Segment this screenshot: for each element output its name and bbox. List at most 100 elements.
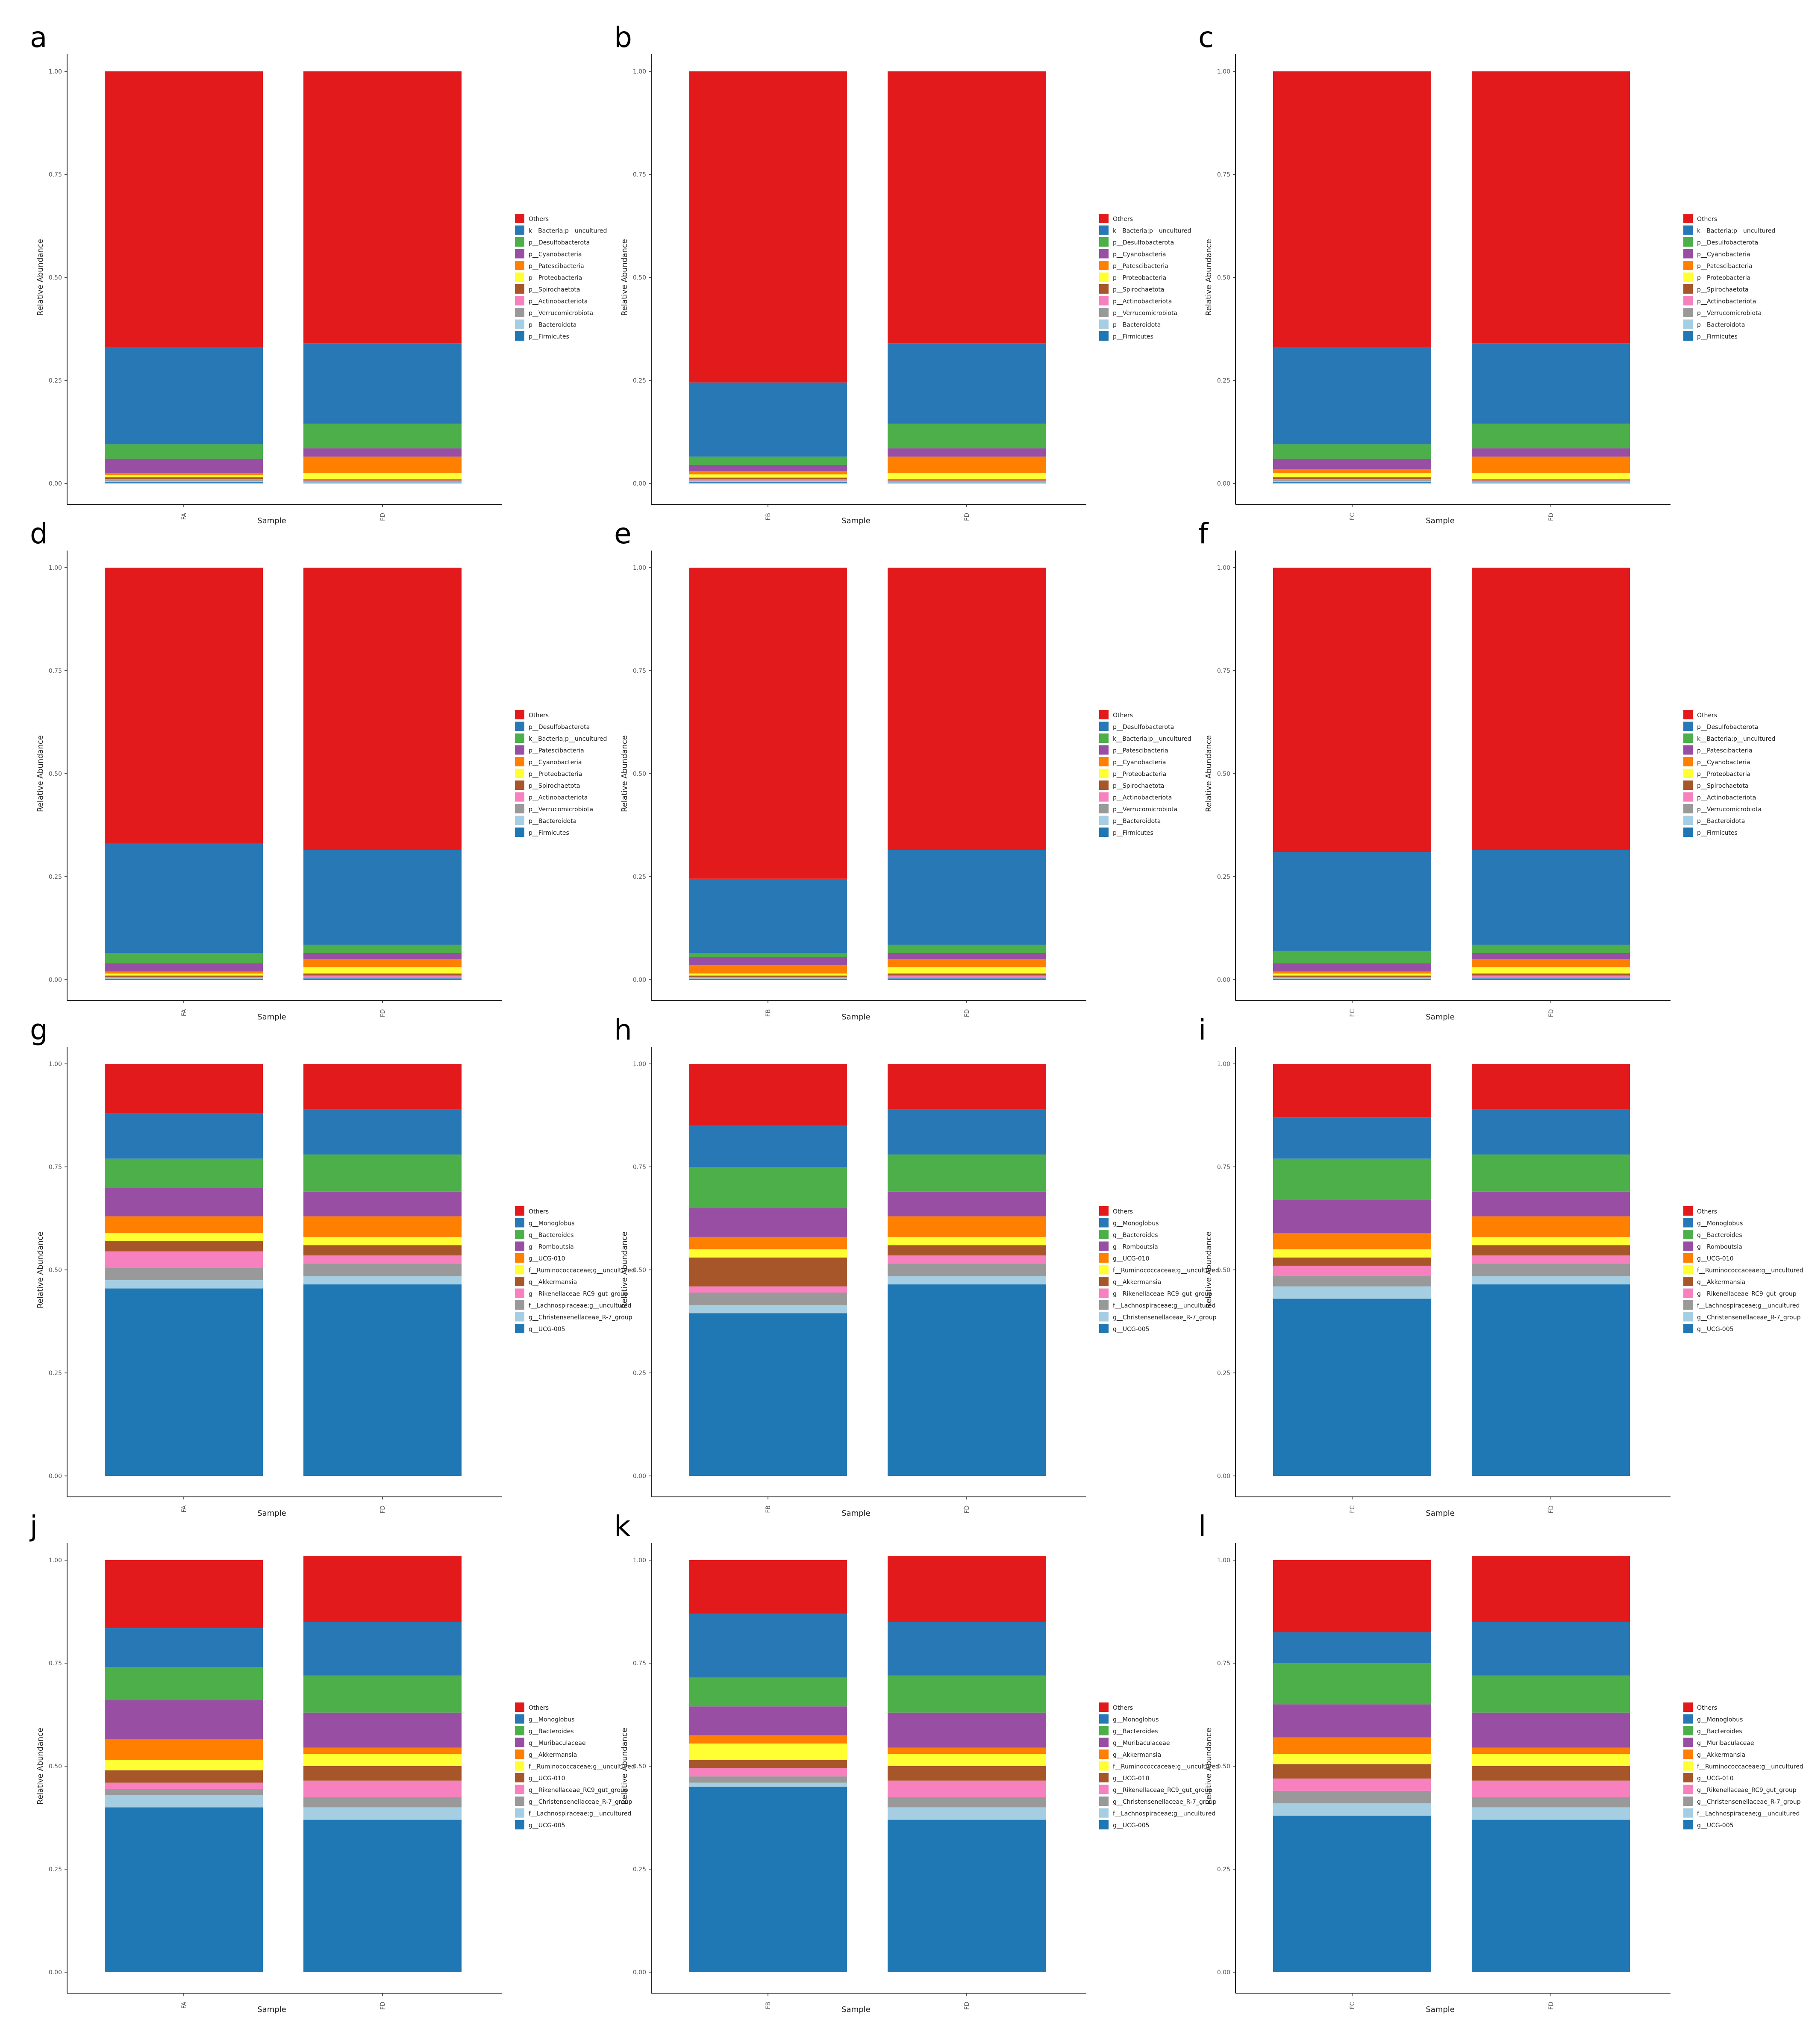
bar-segment-8 [303, 1264, 462, 1276]
legend-swatch [1683, 1253, 1693, 1263]
bar-segment-9 [303, 1276, 462, 1284]
y-tick-label: 0.75 [49, 668, 62, 674]
legend-swatch [1683, 1797, 1693, 1806]
y-tick-label: 0.00 [633, 1969, 646, 1976]
legend-swatch [1099, 1277, 1109, 1286]
legend-swatch [1099, 733, 1109, 743]
legend-swatch [1099, 722, 1109, 731]
legend-swatch [515, 319, 524, 329]
y-tick-label: 1.00 [633, 1061, 646, 1068]
legend: Others k__Bacteria;p__uncultured p__Desulf… [1099, 214, 1191, 341]
bar-FB [689, 568, 847, 980]
bar-segment-8 [888, 1264, 1046, 1276]
bar-segment-4 [1273, 469, 1431, 473]
bar-segment-8 [689, 1293, 847, 1305]
legend-swatch [515, 1749, 524, 1759]
legend-swatch [515, 296, 524, 306]
legend-swatch [1683, 1808, 1693, 1818]
bar-segment-7 [105, 1251, 263, 1268]
bar-segment-10 [689, 482, 847, 483]
legend-label: Others [1113, 1208, 1133, 1215]
legend-swatch [515, 780, 524, 790]
y-axis-title: Relative Abundance [36, 1231, 45, 1308]
legend-swatch [515, 1277, 524, 1286]
legend-label: g__Akkermansia [1113, 1752, 1161, 1758]
legend-label: g__UCG-010 [1697, 1775, 1734, 1782]
y-tick-label: 0.50 [49, 274, 62, 281]
legend-swatch [1683, 1820, 1693, 1829]
panel-h: h 0.00 0.25 0.50 0.75 1.00 Relative Abundance S… [614, 1013, 1219, 1518]
y-axis-title: Relative Abundance [36, 735, 45, 812]
bar-FB [689, 1064, 847, 1476]
x-tick-label: FC [1349, 2002, 1356, 2009]
bar-FC [1273, 1560, 1431, 1972]
bar-segment-4 [1273, 971, 1431, 974]
legend-label: p__Spirochaetota [1697, 286, 1748, 293]
legend-label: Others [1113, 216, 1133, 223]
legend-swatch [1099, 261, 1109, 270]
bar-segment-3 [689, 957, 847, 966]
legend-swatch [515, 733, 524, 743]
y-tick-label: 0.50 [633, 1267, 646, 1274]
legend-swatch [515, 1797, 524, 1806]
legend-label: p__Firmicutes [529, 830, 569, 836]
bar-segment-3 [303, 1191, 462, 1216]
legend-label: p__Actinobacteriota [1697, 795, 1756, 801]
bar-segment-9 [1273, 481, 1431, 483]
legend-swatch [1099, 828, 1109, 837]
bar-segment-4 [303, 1216, 462, 1237]
legend-label: p__Verrucomicrobiota [1113, 310, 1177, 317]
bar-segment-7 [1472, 480, 1630, 482]
bar-segment-9 [105, 978, 263, 979]
bar-segment-6 [105, 477, 263, 479]
x-tick-label: FD [964, 513, 971, 521]
legend-swatch [515, 1785, 524, 1794]
bar-segment-1 [689, 382, 847, 457]
bar-segment-2 [689, 1677, 847, 1707]
y-tick-label: 0.25 [49, 1370, 62, 1377]
legend-label: p__Firmicutes [1697, 333, 1738, 340]
legend-label: k__Bacteria;p__uncultured [1697, 736, 1775, 742]
y-tick-label: 0.00 [49, 977, 62, 984]
legend-swatch [1683, 214, 1693, 223]
bar-segment-9 [1273, 1286, 1431, 1299]
legend: Others g__Monoglobus g__Bacteroides g__Romb… [515, 1206, 635, 1333]
legend: Others g__Monoglobus g__Bacteroides g__Muri… [1683, 1702, 1803, 1829]
legend-label: p__Bacteroidota [1697, 322, 1745, 329]
legend-swatch [1683, 1277, 1693, 1286]
bar-segment-4 [303, 959, 462, 968]
bar-segment-4 [689, 1237, 847, 1249]
bar-segment-1 [888, 1622, 1046, 1676]
bar-segment-4 [1472, 1216, 1630, 1237]
legend-swatch [1683, 710, 1693, 719]
legend-label: g__Monoglobus [529, 1717, 574, 1723]
bar-segment-8 [689, 480, 847, 482]
legend-swatch [1683, 816, 1693, 825]
legend-swatch [515, 284, 524, 294]
legend-swatch [1099, 1820, 1109, 1829]
bar-segment-8 [1273, 1791, 1431, 1803]
x-tick-label: FD [379, 1009, 386, 1017]
legend: Others g__Monoglobus g__Bacteroides g__Romb… [1683, 1206, 1803, 1333]
legend-label: k__Bacteria;p__uncultured [1113, 228, 1191, 235]
bar-segment-5 [888, 967, 1046, 974]
legend: Others k__Bacteria;p__uncultured p__Desulf… [1683, 214, 1775, 341]
bar-segment-7 [689, 977, 847, 978]
bar-segment-6 [303, 973, 462, 976]
legend-swatch [515, 1265, 524, 1275]
legend-label: f__Ruminococcaceae;g__uncultured [1697, 1764, 1803, 1770]
legend-swatch [1683, 769, 1693, 778]
y-tick-label: 0.00 [1217, 1473, 1230, 1480]
panel-j: j 0.00 0.25 0.50 0.75 1.00 Relative Abundance S… [29, 1510, 635, 2014]
bar-segment-3 [1273, 459, 1431, 469]
x-tick-label: FD [379, 2002, 386, 2010]
bar-segment-4 [1273, 1233, 1431, 1249]
bar-segment-2 [105, 1158, 263, 1188]
bar-segment-9 [689, 978, 847, 979]
legend-swatch [1099, 296, 1109, 306]
bar-segment-2 [888, 945, 1046, 953]
legend-swatch [515, 249, 524, 259]
panel-letter: b [614, 21, 632, 54]
legend-label: g__Christensenellaceae_R-7_group [529, 1314, 632, 1321]
legend-label: p__Patescibacteria [529, 748, 584, 754]
